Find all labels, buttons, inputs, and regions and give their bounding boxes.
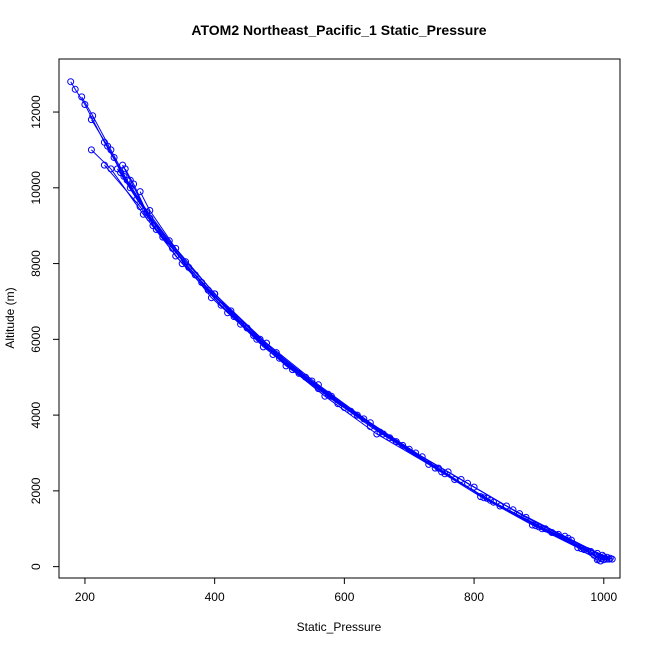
y-tick-label: 10000 — [29, 171, 43, 205]
data-point — [211, 290, 219, 298]
data-series-1 — [67, 78, 616, 563]
data-point — [532, 522, 540, 530]
data-point — [149, 222, 157, 230]
series-line — [113, 157, 601, 562]
series-line — [70, 81, 613, 560]
series-line — [116, 168, 608, 560]
y-axis-label: Altitude (m) — [3, 287, 17, 348]
data-point — [89, 112, 97, 120]
series-line — [124, 168, 606, 559]
data-point — [87, 146, 95, 154]
series-line — [81, 96, 610, 560]
data-series-5 — [87, 146, 603, 563]
series-line — [122, 164, 602, 560]
x-tick-label: 800 — [464, 590, 484, 604]
data-point — [480, 494, 488, 502]
y-tick-label: 2000 — [29, 477, 43, 504]
y-tick-label: 4000 — [29, 401, 43, 428]
data-point — [470, 483, 478, 491]
data-point — [308, 377, 316, 385]
data-series-2 — [78, 93, 613, 563]
y-tick-label: 8000 — [29, 250, 43, 277]
data-point — [256, 335, 264, 343]
data-point — [136, 188, 144, 196]
data-point — [399, 441, 407, 449]
data-point — [113, 165, 121, 173]
data-point — [237, 320, 245, 328]
data-series-layer — [67, 78, 616, 565]
data-point — [360, 415, 368, 423]
data-point — [182, 258, 189, 266]
data-point — [119, 161, 127, 169]
data-series-3 — [87, 116, 608, 564]
data-point — [464, 479, 472, 487]
data-point — [516, 510, 523, 518]
series-line — [139, 191, 611, 559]
series-line — [90, 119, 605, 561]
x-axis: 200 400 600 800 1000 — [75, 578, 617, 604]
data-point — [496, 502, 504, 510]
data-point — [412, 449, 420, 457]
data-point — [486, 496, 494, 504]
data-series-7 — [113, 165, 611, 563]
data-point — [324, 390, 332, 398]
data-point — [78, 93, 86, 101]
x-axis-label: Static_Pressure — [297, 620, 382, 634]
data-point — [217, 301, 225, 309]
y-tick-label: 0 — [29, 563, 43, 570]
data-point — [172, 244, 180, 252]
data-series-9 — [119, 161, 605, 563]
data-series-8 — [121, 165, 609, 562]
y-axis: 0 2000 4000 6000 8000 10000 12000 — [29, 95, 59, 570]
data-series-10 — [136, 188, 614, 562]
data-point — [282, 362, 290, 370]
data-point — [71, 85, 79, 93]
data-point — [538, 525, 546, 533]
x-tick-label: 400 — [205, 590, 225, 604]
data-point — [87, 116, 95, 124]
data-point — [100, 161, 108, 169]
data-point — [126, 176, 134, 184]
chart-title: ATOM2 Northeast_Pacific_1 Static_Pressur… — [191, 22, 486, 38]
data-point — [600, 553, 608, 561]
data-point — [272, 349, 280, 357]
y-tick-label: 12000 — [29, 95, 43, 129]
data-series-4 — [110, 154, 604, 565]
plot-area-frame — [58, 58, 621, 579]
data-series-6 — [100, 161, 601, 564]
y-tick-label: 6000 — [29, 326, 43, 353]
x-tick-label: 200 — [75, 590, 95, 604]
data-point — [451, 476, 459, 483]
x-tick-label: 1000 — [590, 590, 617, 604]
data-point — [227, 307, 235, 315]
x-tick-label: 600 — [334, 590, 354, 604]
data-point — [146, 207, 154, 214]
data-point — [564, 534, 572, 542]
series-line — [91, 149, 599, 560]
data-point — [606, 554, 614, 562]
data-point — [110, 154, 118, 161]
data-point — [104, 142, 112, 150]
series-line — [104, 164, 598, 561]
data-point — [67, 78, 75, 86]
